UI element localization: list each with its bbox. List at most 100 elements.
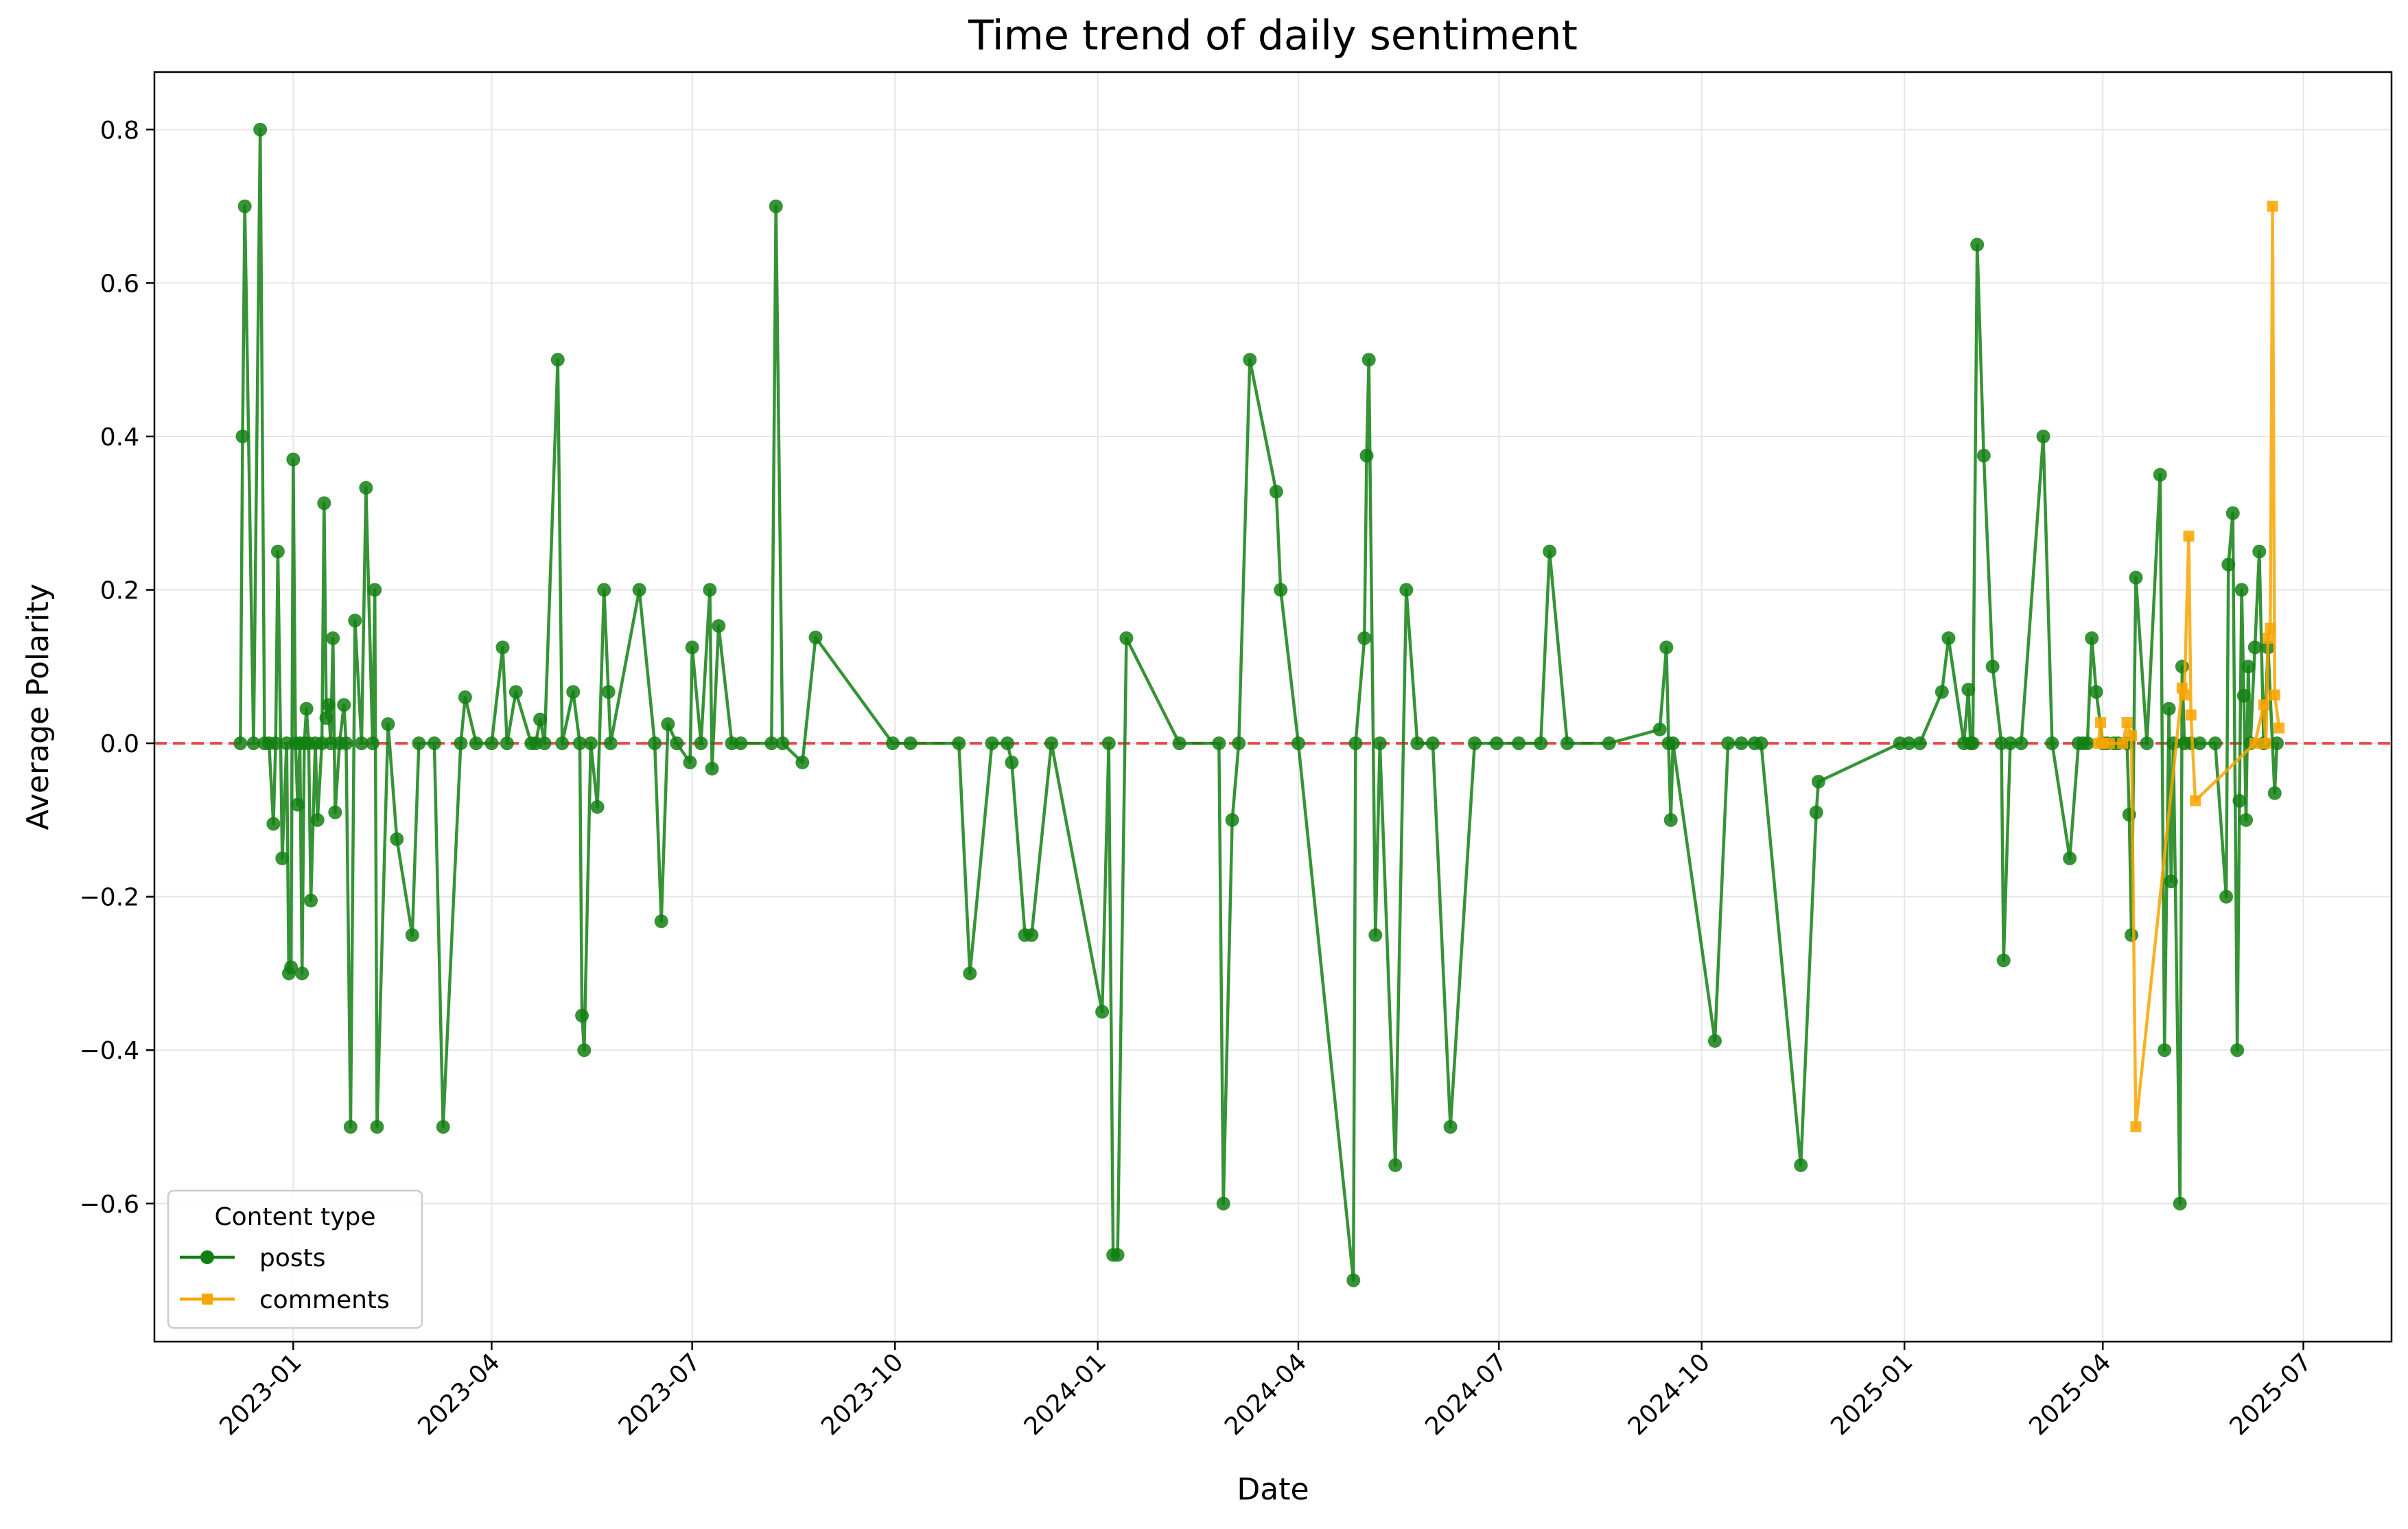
posts-point xyxy=(1794,1158,1808,1172)
posts-point xyxy=(1996,953,2011,968)
comments-point xyxy=(2273,722,2285,734)
posts-point xyxy=(1490,736,1504,751)
posts-point xyxy=(454,736,468,751)
posts-point xyxy=(2221,557,2236,572)
y-tick-label: 0.6 xyxy=(100,270,139,298)
posts-point xyxy=(2045,736,2059,751)
posts-point xyxy=(769,199,783,213)
posts-point xyxy=(550,353,565,367)
posts-point xyxy=(2122,808,2136,822)
posts-point xyxy=(577,1043,592,1058)
posts-point xyxy=(328,805,342,819)
posts-point xyxy=(685,640,699,655)
posts-point xyxy=(1110,1248,1125,1262)
posts-point xyxy=(1665,736,1680,751)
posts-point xyxy=(952,736,966,751)
comments-point xyxy=(2263,632,2274,644)
legend-box xyxy=(167,1189,423,1329)
posts-point xyxy=(2236,688,2251,703)
comments-point xyxy=(2190,795,2201,806)
comments-point xyxy=(2249,738,2260,749)
posts-point xyxy=(237,199,252,213)
y-tick-label: −0.6 xyxy=(80,1191,139,1219)
posts-point xyxy=(1809,805,1823,819)
posts-point xyxy=(1232,736,1246,751)
posts-point xyxy=(1000,736,1014,751)
posts-point xyxy=(2125,928,2139,942)
posts-point xyxy=(1970,237,1985,252)
posts-point xyxy=(2063,851,2077,865)
y-tick-label: 0.4 xyxy=(100,423,139,452)
comments-point xyxy=(2185,709,2197,721)
y-axis-label: Average Polarity xyxy=(21,583,56,830)
posts-point xyxy=(2080,736,2094,751)
posts-point xyxy=(705,761,719,775)
posts-point xyxy=(405,928,419,942)
posts-point xyxy=(575,1008,589,1023)
posts-point xyxy=(1707,1034,1722,1048)
posts-point xyxy=(1443,1120,1458,1134)
posts-point xyxy=(572,736,587,751)
posts-point xyxy=(339,736,353,751)
posts-point xyxy=(368,583,382,597)
posts-point xyxy=(632,583,646,597)
posts-point xyxy=(2089,685,2103,699)
posts-point xyxy=(555,736,570,751)
posts-point xyxy=(1754,736,1768,751)
posts-point xyxy=(284,960,299,974)
posts-point xyxy=(317,496,331,511)
posts-point xyxy=(1346,1273,1361,1287)
posts-point xyxy=(2225,506,2240,520)
posts-point xyxy=(337,698,351,712)
posts-point xyxy=(500,736,514,751)
posts-point xyxy=(985,736,999,751)
legend-posts-label: posts xyxy=(259,1244,326,1272)
posts-point xyxy=(2208,736,2223,751)
posts-point xyxy=(2175,660,2189,674)
posts-point xyxy=(354,736,369,751)
posts-point xyxy=(1399,583,1414,597)
y-tick-label: 0.0 xyxy=(100,730,139,758)
posts-point xyxy=(2085,631,2099,645)
posts-point xyxy=(712,619,726,633)
series-layer xyxy=(233,122,2285,1287)
posts-point xyxy=(1913,736,1927,751)
posts-point xyxy=(2158,1043,2172,1058)
posts-point xyxy=(321,698,336,712)
posts-point xyxy=(2252,544,2267,559)
posts-point xyxy=(266,817,281,831)
posts-point xyxy=(2239,813,2254,827)
comments-point xyxy=(2121,716,2133,728)
comments-point xyxy=(2130,1121,2142,1133)
posts-point xyxy=(1348,736,1363,751)
posts-point xyxy=(1985,660,2000,674)
posts-point xyxy=(963,966,977,981)
posts-point xyxy=(603,736,618,751)
posts-point xyxy=(1172,736,1187,751)
posts-point xyxy=(1934,685,1949,699)
posts-point xyxy=(808,630,823,644)
posts-point xyxy=(1101,736,1116,751)
comments-point xyxy=(2183,530,2195,542)
posts-point xyxy=(2269,736,2284,751)
posts-point xyxy=(566,685,581,699)
comments-point xyxy=(2179,689,2190,701)
posts-point xyxy=(2234,583,2249,597)
posts-point xyxy=(2230,1043,2245,1058)
posts-point xyxy=(1560,736,1574,751)
comments-point xyxy=(2267,200,2278,212)
posts-point xyxy=(1652,722,1667,736)
posts-point xyxy=(1359,448,1374,463)
posts-point xyxy=(2036,429,2050,443)
posts-point xyxy=(734,736,748,751)
comments-point xyxy=(2258,699,2269,711)
posts-point xyxy=(436,1120,450,1134)
posts-point xyxy=(2140,736,2154,751)
posts-point xyxy=(253,122,268,137)
posts-point xyxy=(1025,928,1039,942)
y-axis-ticks: −0.6 −0.4 −0.2 0.0 0.2 0.4 0.6 0.8 xyxy=(80,117,154,1219)
comments-point xyxy=(2269,689,2280,701)
posts-point xyxy=(246,736,261,751)
posts-point xyxy=(533,712,548,727)
posts-point xyxy=(1216,1196,1230,1211)
